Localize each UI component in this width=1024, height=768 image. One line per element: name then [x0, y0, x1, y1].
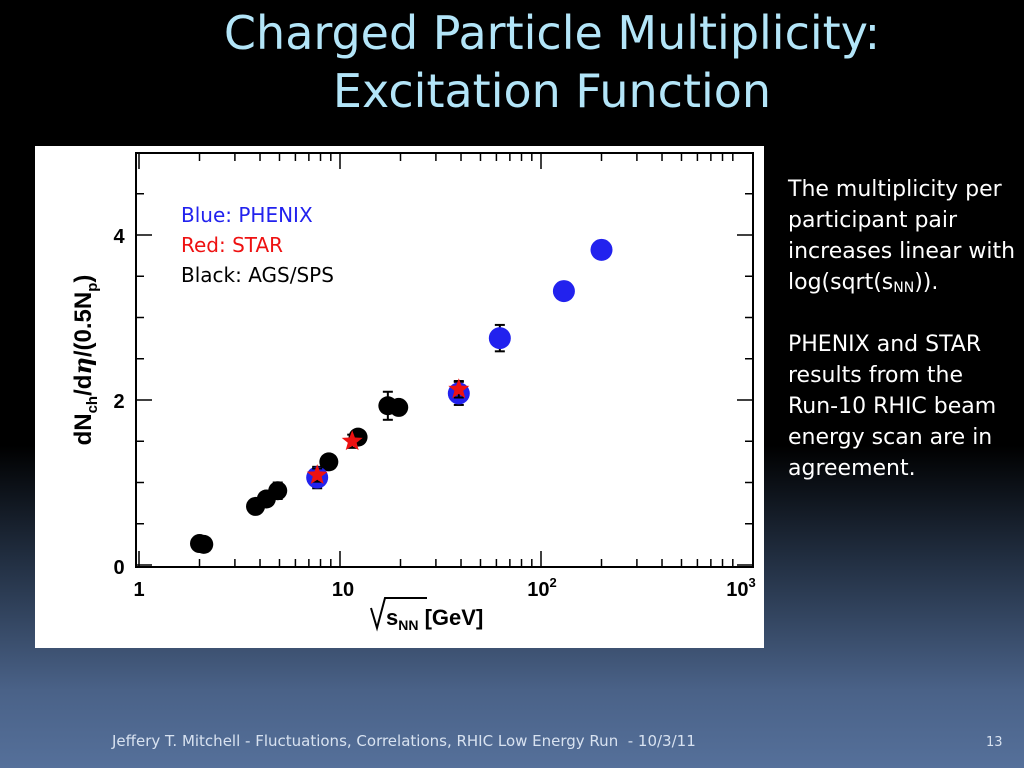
data-point-phenix	[552, 280, 575, 303]
star-marker	[306, 464, 328, 484]
x-tick-label-100: 102	[527, 575, 556, 601]
slide-title-line2: Excitation Function	[332, 64, 772, 118]
data-point-phenix	[590, 238, 613, 261]
circle-marker	[319, 452, 339, 472]
slide-footer: Jeffery T. Mitchell - Fluctuations, Corr…	[112, 732, 696, 750]
data-point-star	[306, 464, 328, 484]
circle-marker	[590, 238, 613, 261]
data-point-ags-sps	[268, 481, 288, 501]
chart-panel: 1 10 102 103 0 2 4 sNN [GeV] dNch/dη/(0.…	[35, 146, 764, 648]
x-tick-label-1000: 103	[726, 575, 755, 601]
data-point-ags-sps	[389, 397, 409, 417]
side-text-para1-sub: NN	[893, 280, 915, 296]
axis-ticks	[136, 153, 753, 567]
data-series	[190, 238, 613, 554]
y-axis-title: dNch/dη/(0.5Np)	[68, 275, 101, 446]
side-text-para2: PHENIX and STAR results from the Run-10 …	[788, 332, 997, 481]
circle-marker	[194, 534, 214, 554]
legend-ags-sps: Black: AGS/SPS	[181, 263, 334, 287]
x-tick-label-10: 10	[332, 579, 354, 601]
data-point-phenix	[488, 323, 511, 353]
circle-marker	[268, 481, 288, 501]
circle-marker	[389, 397, 409, 417]
star-marker	[341, 430, 363, 451]
side-text-para1-tail: )).	[914, 270, 939, 295]
circle-marker	[552, 280, 575, 303]
legend-phenix: Blue: PHENIX	[181, 203, 313, 227]
plot-frame	[135, 152, 754, 568]
data-point-ags-sps	[194, 534, 214, 554]
y-tick-label-2: 2	[113, 391, 124, 413]
svg-text:sNN [GeV]: sNN [GeV]	[386, 605, 483, 633]
y-tick-label-0: 0	[113, 557, 124, 579]
circle-marker	[488, 327, 511, 350]
slide-number: 13	[986, 735, 1003, 750]
x-axis-title: sNN [GeV]	[370, 597, 483, 633]
data-point-star	[341, 430, 363, 451]
slide-title: Charged Particle Multiplicity: Excitatio…	[40, 4, 1024, 120]
side-text-para1-main: The multiplicity per participant pair in…	[788, 177, 1016, 295]
star-marker	[448, 378, 470, 399]
data-point-ags-sps	[319, 452, 339, 472]
x-tick-label-1: 1	[133, 579, 144, 601]
slide-title-line1: Charged Particle Multiplicity:	[223, 6, 881, 60]
y-tick-label-4: 4	[113, 226, 125, 248]
legend-star: Red: STAR	[181, 233, 283, 257]
multiplicity-chart: 1 10 102 103 0 2 4 sNN [GeV] dNch/dη/(0.…	[68, 152, 756, 633]
side-text: The multiplicity per participant pair in…	[788, 174, 1020, 484]
data-point-star	[448, 378, 470, 399]
side-text-para1: The multiplicity per participant pair in…	[788, 174, 1020, 298]
